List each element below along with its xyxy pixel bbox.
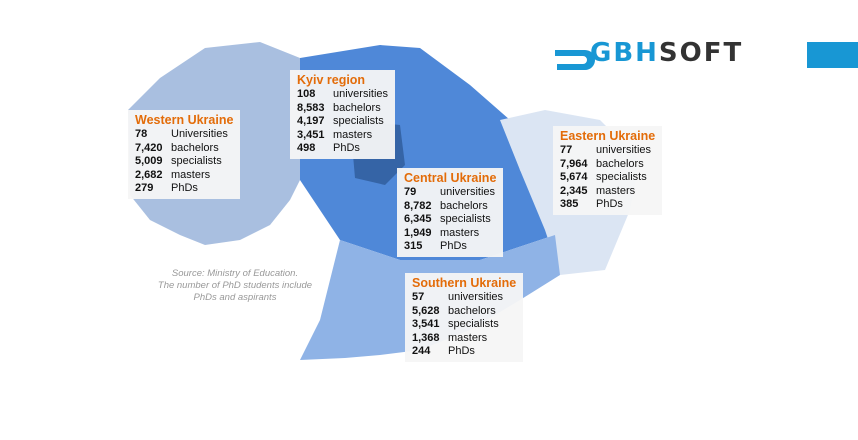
stat-label: bachelors [171,141,219,154]
source-note: Source: Ministry of Education. The number… [140,268,330,304]
note-line: PhDs and aspirants [193,292,277,303]
stat-row: 244 PhDs [412,345,516,359]
region-name: Central Ukraine [404,171,497,185]
stat-label: masters [448,331,488,344]
region-name: Western Ukraine [135,113,234,127]
region-name: Eastern Ukraine [560,129,656,143]
region-box: Western Ukraine 78 Universities 7,420 bachel… [128,110,241,199]
stat-row: 108 universities [297,88,388,102]
stat-row: 385 PhDs [560,198,655,212]
note-line: The number of PhD students include [157,280,313,291]
stat-label: specialists [596,171,647,184]
stat-value: 7,420 [135,141,163,154]
stat-value: 5,674 [560,171,588,184]
stat-label: bachelors [448,304,496,317]
stat-label: masters [440,226,480,239]
stat-value: 7,964 [560,157,588,170]
stat-value: 108 [297,88,316,100]
stat-value: 279 [135,182,154,195]
region-box: Southern Ukraine 57 universities 5,628 bache… [405,273,524,362]
stat-row: 1,368 masters [412,332,516,346]
stat-row: 5,009 specialists [135,155,233,169]
region-box: Central Ukraine 79 universities 8,782 bachel… [397,168,504,257]
note-line: Source: Ministry of Education. [171,268,299,279]
stat-label: PhDs [448,345,475,358]
stat-value: 2,682 [135,168,163,181]
logo-part: GBH [590,38,659,68]
stat-value: 6,345 [404,213,432,226]
stat-label: universities [333,88,389,100]
stat-row: 79 universities [404,186,496,200]
stat-value: 77 [560,144,573,156]
stat-label: bachelors [440,199,488,212]
stat-value: 315 [404,240,423,253]
stat-label: specialists [171,155,222,168]
stat-row: 315 PhDs [404,240,496,254]
region-name: Southern Ukraine [412,276,517,290]
stat-label: masters [596,184,636,197]
stat-label: bachelors [596,157,644,170]
stat-label: specialists [333,115,384,128]
stat-row: 498 PhDs [297,142,388,156]
stat-label: PhDs [596,198,623,211]
stat-value: 57 [412,291,425,303]
stat-value: 1,368 [412,331,440,344]
logo-icon [555,50,595,70]
stat-value: 4,197 [297,115,325,128]
stat-value: 244 [412,345,431,358]
stat-row: 5,628 bachelors [412,305,516,319]
stat-row: 8,782 bachelors [404,200,496,214]
logo: GBHSOFT [590,38,743,68]
stat-row: 7,964 bachelors [560,158,655,172]
region-box: Kyiv region 108 universities 8,583 bachelors… [290,70,396,159]
stat-row: 4,197 specialists [297,115,388,129]
stat-row: 8,583 bachelors [297,102,388,116]
stat-value: 3,541 [412,318,440,331]
stat-label: Universities [171,128,228,140]
stat-row: 3,541 specialists [412,318,516,332]
stat-row: 6,345 specialists [404,213,496,227]
stat-row: 2,682 masters [135,169,233,183]
stat-value: 498 [297,142,316,155]
stat-label: universities [596,144,652,156]
logo-bar [807,42,858,68]
stat-label: universities [448,291,504,303]
stat-label: bachelors [333,101,381,114]
stat-value: 3,451 [297,128,325,141]
stat-row: 7,420 bachelors [135,142,233,156]
stat-label: universities [440,186,496,198]
stat-label: masters [171,168,211,181]
stat-row: 2,345 masters [560,185,655,199]
stat-row: 5,674 specialists [560,171,655,185]
stat-row: 1,949 masters [404,227,496,241]
stat-value: 2,345 [560,184,588,197]
stat-value: 5,628 [412,304,440,317]
stat-value: 385 [560,198,579,211]
stat-value: 79 [404,186,417,198]
stat-label: masters [333,128,373,141]
stat-label: PhDs [171,182,198,195]
stat-value: 5,009 [135,155,163,168]
stat-row: 3,451 masters [297,129,388,143]
stat-row: 279 PhDs [135,182,233,196]
stat-row: 57 universities [412,291,516,305]
logo-part: SOFT [658,38,744,68]
stat-label: PhDs [333,142,360,155]
stat-row: 78 Universities [135,128,233,142]
stat-row: 77 universities [560,144,655,158]
stat-label: PhDs [440,240,467,253]
stat-label: specialists [448,318,499,331]
stat-label: specialists [440,213,491,226]
stat-value: 78 [135,128,148,140]
region-name: Kyiv region [297,73,366,87]
stat-value: 8,782 [404,199,432,212]
region-box: Eastern Ukraine 77 universities 7,964 bachel… [553,126,663,215]
stat-value: 8,583 [297,101,325,114]
stat-value: 1,949 [404,226,432,239]
